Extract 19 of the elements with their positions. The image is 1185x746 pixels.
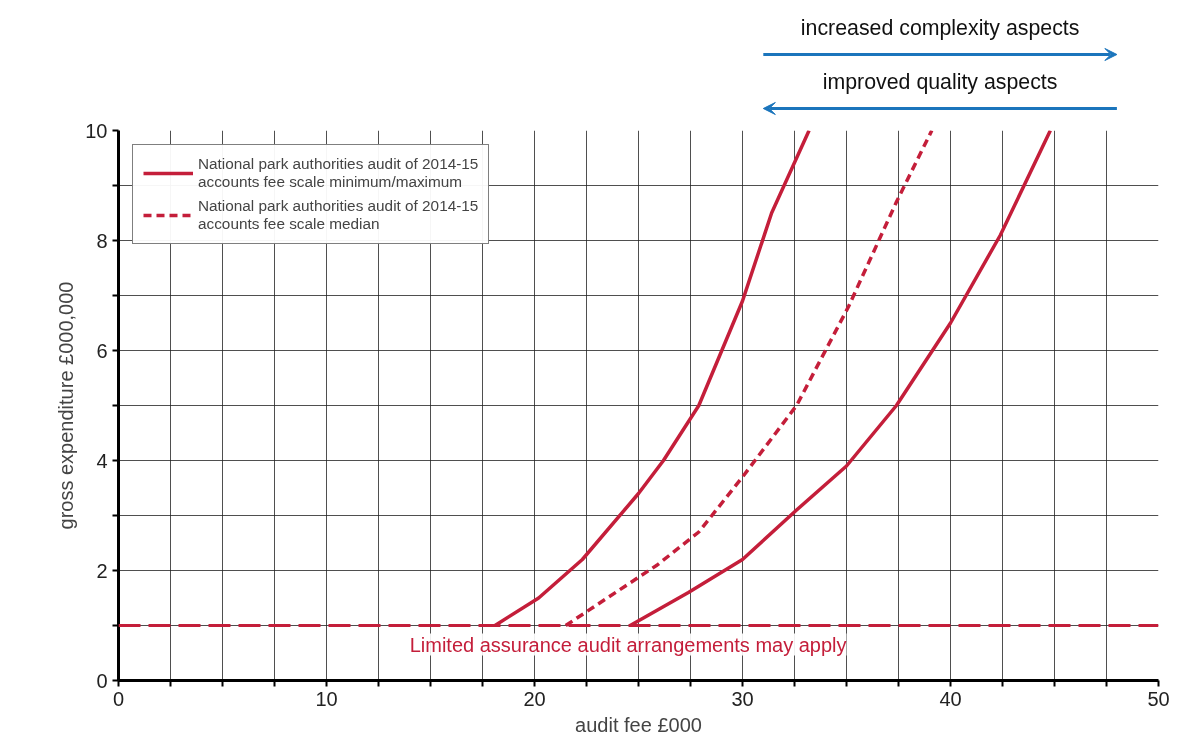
y-tick-label: 10 xyxy=(85,119,108,142)
y-tick-label: 8 xyxy=(96,229,108,252)
ref-line-label: Limited assurance audit arrangements may apply xyxy=(409,633,847,656)
x-tick-label: 50 xyxy=(1147,687,1170,710)
legend-label: National park authorities audit of 2014-15 accounts fee scale minimum/maximum xyxy=(198,155,479,191)
y-tick-label: 2 xyxy=(96,559,108,582)
y-tick-label: 4 xyxy=(96,449,108,472)
legend-label: National park authorities audit of 2014-15 accounts fee scale median xyxy=(198,197,479,233)
x-tick-label: 0 xyxy=(112,687,125,710)
x-tick-label: 40 xyxy=(939,687,962,710)
text: improved quality aspects xyxy=(822,70,1058,95)
x-tick-label: 10 xyxy=(315,687,338,710)
y-axis-title: gross expenditure £000,000 xyxy=(55,281,78,530)
x-tick-label: 20 xyxy=(523,687,546,710)
x-tick-label: 30 xyxy=(731,687,754,710)
y-tick-label: 6 xyxy=(96,339,108,362)
text: increased complexity aspects xyxy=(800,16,1080,41)
x-axis-title: audit fee £000 xyxy=(575,713,702,736)
y-tick-label: 0 xyxy=(96,669,108,692)
